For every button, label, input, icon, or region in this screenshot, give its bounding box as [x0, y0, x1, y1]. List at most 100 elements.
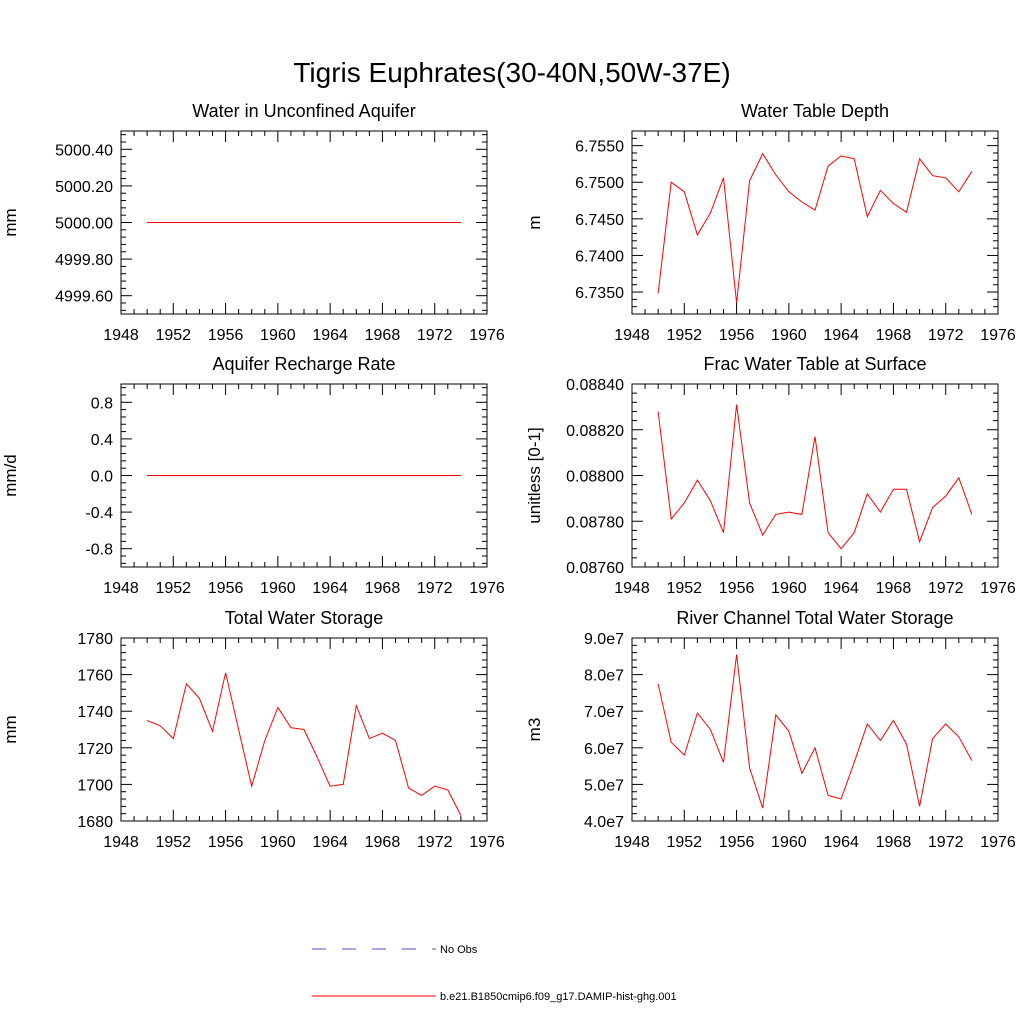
- x-tick-label: 1972: [417, 327, 453, 344]
- x-tick-label: 1960: [771, 834, 807, 851]
- y-tick-label: -0.4: [85, 505, 113, 522]
- series-line: [657, 654, 973, 809]
- x-tick-label: 1956: [719, 834, 755, 851]
- x-tick-label: 1948: [103, 327, 139, 344]
- panel-title: Aquifer Recharge Rate: [212, 354, 395, 374]
- x-tick-label: 1964: [823, 580, 859, 597]
- x-tick-label: 1952: [155, 327, 191, 344]
- x-tick-label: 1976: [469, 580, 505, 597]
- x-tick-label: 1952: [155, 834, 191, 851]
- x-tick-label: 1972: [928, 580, 964, 597]
- figure-title: Tigris Euphrates(30-40N,50W-37E): [293, 57, 730, 88]
- y-axis-label: mm: [1, 208, 20, 236]
- y-tick-label: 4999.60: [55, 289, 113, 306]
- series-line: [657, 152, 973, 304]
- y-tick-label: 5000.40: [55, 142, 113, 159]
- x-tick-label: 1964: [312, 580, 348, 597]
- x-tick-label: 1956: [719, 580, 755, 597]
- y-tick-label: 5000.00: [55, 216, 113, 233]
- panel-title: Frac Water Table at Surface: [703, 354, 926, 374]
- y-tick-label: 0.8: [91, 395, 113, 412]
- y-tick-label: 7.0e7: [584, 704, 624, 721]
- x-tick-label: 1972: [417, 834, 453, 851]
- y-tick-label: 0.0: [91, 469, 113, 486]
- y-tick-label: 5000.20: [55, 179, 113, 196]
- y-tick-label: 0.08760: [566, 560, 624, 577]
- x-tick-label: 1948: [614, 834, 650, 851]
- x-tick-label: 1976: [469, 327, 505, 344]
- panel-title: Water in Unconfined Aquifer: [192, 101, 415, 121]
- plot-frame: [631, 637, 999, 822]
- x-tick-label: 1952: [666, 834, 702, 851]
- y-tick-label: 4999.80: [55, 252, 113, 269]
- y-tick-label: -0.8: [85, 542, 113, 559]
- x-tick-label: 1956: [208, 327, 244, 344]
- y-tick-label: 0.08820: [566, 423, 624, 440]
- y-tick-label: 8.0e7: [584, 668, 624, 685]
- x-tick-label: 1948: [614, 580, 650, 597]
- x-tick-label: 1972: [417, 580, 453, 597]
- x-tick-label: 1976: [469, 834, 505, 851]
- panel-water-table-depth: Water Table Depth 1948 1952 1956 1960 1964 196…: [525, 101, 1016, 344]
- legend-no-obs-label: No Obs: [440, 944, 478, 956]
- x-tick-label: 1964: [312, 834, 348, 851]
- x-tick-label: 1976: [980, 834, 1016, 851]
- x-tick-label: 1956: [719, 327, 755, 344]
- x-tick-label: 1964: [823, 327, 859, 344]
- series-line: [657, 404, 973, 550]
- x-tick-label: 1968: [365, 580, 401, 597]
- x-tick-label: 1964: [312, 327, 348, 344]
- y-tick-label: 1760: [77, 668, 113, 685]
- x-tick-label: 1968: [365, 327, 401, 344]
- panel-frac-water-table-at-surface: Frac Water Table at Surface 1948 1952 1956 1…: [525, 354, 1016, 597]
- y-tick-label: 6.7500: [575, 175, 624, 192]
- y-tick-label: 0.08780: [566, 514, 624, 531]
- x-tick-label: 1948: [103, 834, 139, 851]
- y-axis-label: mm: [1, 715, 20, 743]
- panel-river-channel-total-water-storage: River Channel Total Water Storage 1948 195…: [525, 608, 1016, 851]
- y-axis-label: m3: [525, 718, 544, 742]
- x-tick-label: 1964: [823, 834, 859, 851]
- x-tick-label: 1976: [980, 327, 1016, 344]
- legend: No Obs b.e21.B1850cmip6.f09_g17.DAMIP-hi…: [312, 944, 677, 1003]
- y-axis-label: mm/d: [1, 454, 20, 497]
- y-tick-label: 5.0e7: [584, 777, 624, 794]
- y-tick-label: 0.08840: [566, 377, 624, 394]
- panel-title: River Channel Total Water Storage: [676, 608, 953, 628]
- x-tick-label: 1948: [614, 327, 650, 344]
- x-tick-label: 1960: [771, 580, 807, 597]
- x-tick-label: 1952: [666, 327, 702, 344]
- panels: Water in Unconfined Aquifer 1948 1952 1956 1…: [1, 101, 1016, 851]
- series-line: [146, 672, 462, 816]
- plot-frame: [631, 130, 999, 315]
- plot-frame: [631, 383, 999, 568]
- y-tick-label: 1740: [77, 704, 113, 721]
- x-tick-label: 1960: [260, 580, 296, 597]
- y-tick-label: 9.0e7: [584, 631, 624, 648]
- panel-aquifer-recharge-rate: Aquifer Recharge Rate 1948 1952 1956 1960 196…: [1, 354, 505, 597]
- y-tick-label: 6.7400: [575, 248, 624, 265]
- x-tick-label: 1968: [876, 327, 912, 344]
- panel-title: Total Water Storage: [225, 608, 383, 628]
- x-tick-label: 1956: [208, 834, 244, 851]
- y-tick-label: 1780: [77, 631, 113, 648]
- x-tick-label: 1948: [103, 580, 139, 597]
- y-tick-label: 6.7450: [575, 212, 624, 229]
- y-tick-label: 0.4: [91, 432, 113, 449]
- x-tick-label: 1968: [365, 834, 401, 851]
- y-axis-label: unitless [0-1]: [525, 427, 544, 523]
- panel-total-water-storage: Total Water Storage 1948 1952 1956 1960 1964 1…: [1, 608, 505, 851]
- y-tick-label: 6.7550: [575, 139, 624, 156]
- y-tick-label: 6.0e7: [584, 741, 624, 758]
- x-tick-label: 1968: [876, 834, 912, 851]
- x-tick-label: 1972: [928, 834, 964, 851]
- x-tick-label: 1960: [260, 327, 296, 344]
- y-tick-label: 1680: [77, 814, 113, 831]
- x-tick-label: 1960: [771, 327, 807, 344]
- y-tick-label: 4.0e7: [584, 814, 624, 831]
- y-tick-label: 0.08800: [566, 469, 624, 486]
- x-tick-label: 1972: [928, 327, 964, 344]
- legend-model-label: b.e21.B1850cmip6.f09_g17.DAMIP-hist-ghg.…: [440, 991, 677, 1003]
- x-tick-label: 1960: [260, 834, 296, 851]
